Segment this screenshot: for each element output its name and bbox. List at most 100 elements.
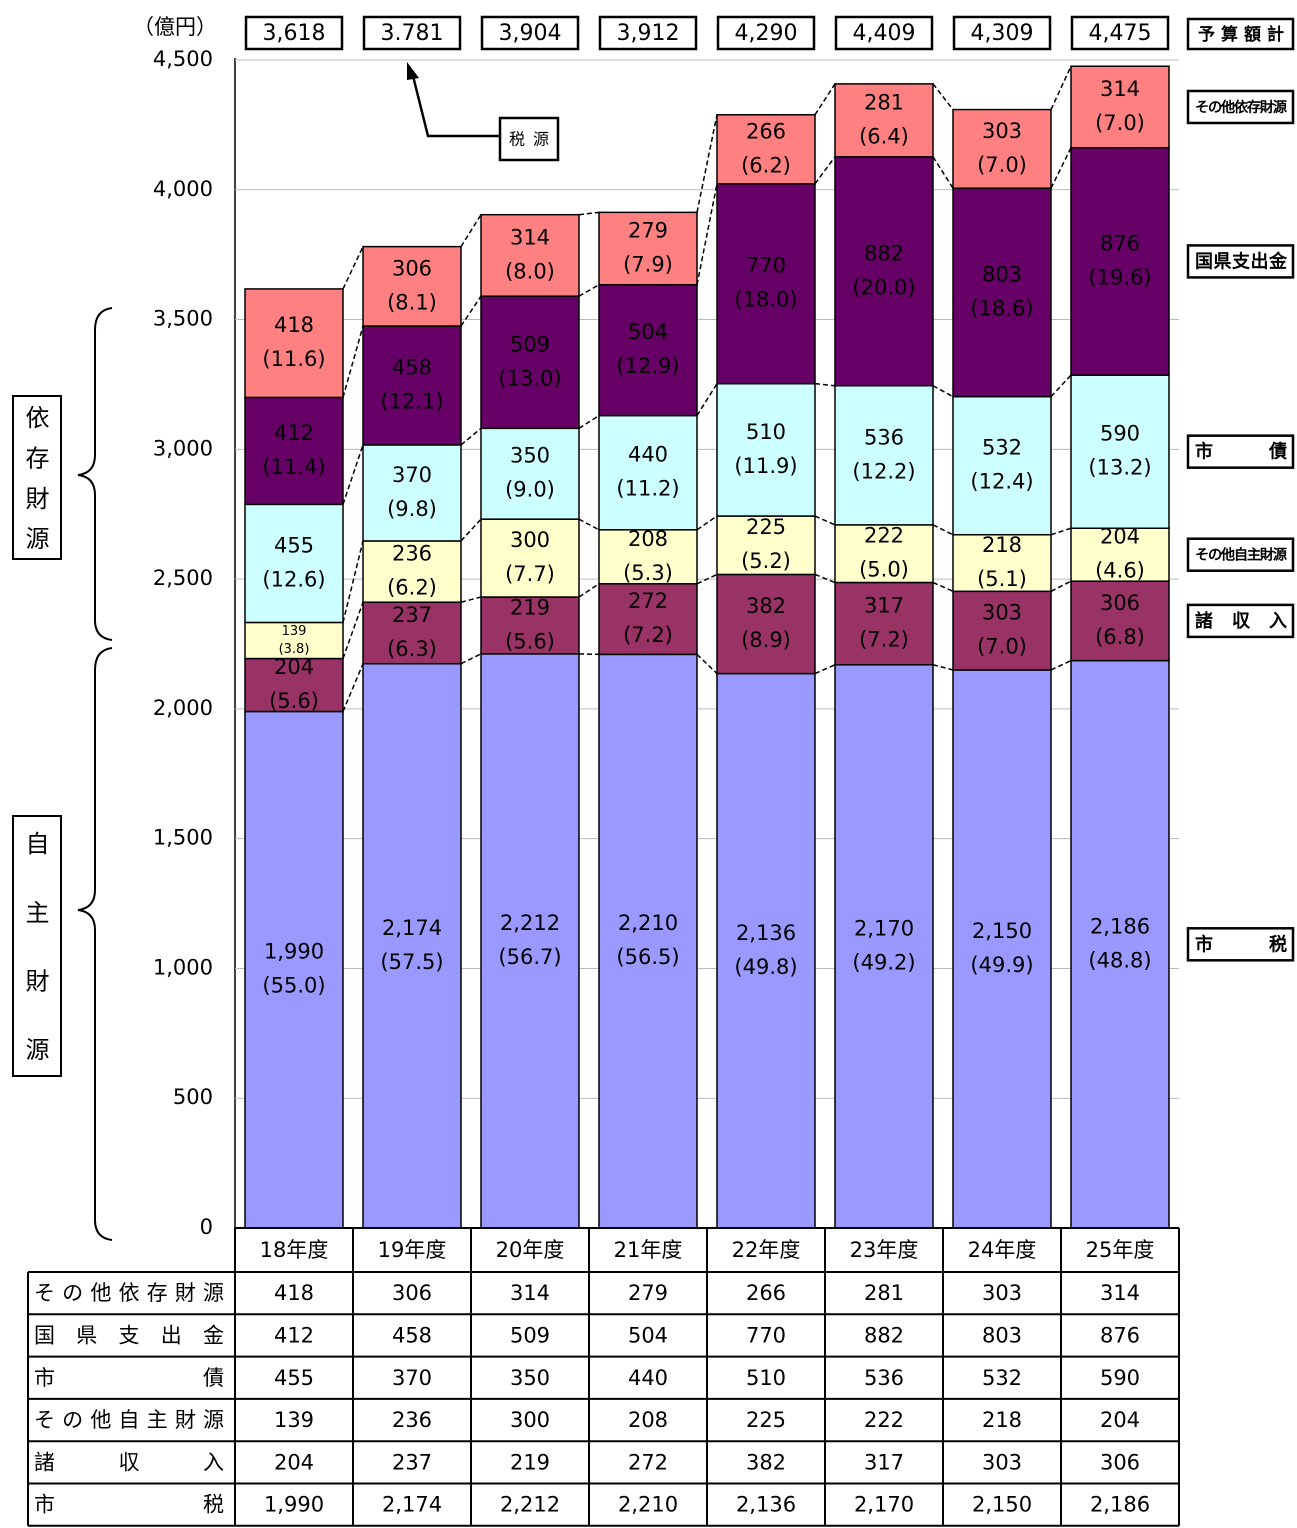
table-cell: 279 <box>628 1281 668 1305</box>
y-tick-label: 1,000 <box>153 955 213 979</box>
bar-segment <box>834 524 934 584</box>
connector <box>1050 580 1072 592</box>
bar-segment <box>598 284 698 417</box>
total-box <box>952 15 1052 51</box>
value-label: 139 <box>282 624 307 639</box>
table-cell: 314 <box>1100 1281 1140 1305</box>
table-cell: 350 <box>510 1366 550 1390</box>
share-label: (7.0) <box>977 153 1027 177</box>
value-label: 1,990 <box>264 940 324 964</box>
value-label: 2,170 <box>854 916 914 940</box>
connector <box>460 518 482 542</box>
bar-segment <box>244 621 344 660</box>
connector <box>460 214 482 248</box>
share-label: (8.1) <box>387 290 437 314</box>
share-label: (12.2) <box>852 459 915 483</box>
table-cell: 303 <box>982 1450 1022 1474</box>
x-tick-label: 22年度 <box>732 1238 801 1262</box>
connector <box>814 573 836 584</box>
bar-segment <box>480 596 580 655</box>
share-label: (20.0) <box>852 275 915 299</box>
bar-segment <box>480 518 580 598</box>
x-tick-label: 20年度 <box>496 1238 565 1262</box>
table-cell: 222 <box>864 1408 904 1432</box>
connector <box>814 382 836 387</box>
value-label: 418 <box>274 313 314 337</box>
share-label: (5.0) <box>859 558 909 582</box>
table-cell: 204 <box>274 1450 314 1474</box>
table-cell: 536 <box>864 1366 904 1390</box>
share-label: (5.6) <box>269 689 319 713</box>
value-label: 382 <box>746 594 786 618</box>
table-cell: 236 <box>392 1408 432 1432</box>
connector <box>578 653 600 656</box>
share-label: (6.8) <box>1095 625 1145 649</box>
legend-box <box>1186 434 1295 469</box>
total-box <box>1070 15 1170 51</box>
table-cell: 2,212 <box>500 1493 560 1517</box>
bar-segment <box>244 710 344 1229</box>
group-label: 自主財源 <box>12 815 62 1077</box>
table-cell: 1,990 <box>264 1493 324 1517</box>
table-cell: 370 <box>392 1366 432 1390</box>
share-label: (12.6) <box>262 567 325 591</box>
bar-segment <box>952 108 1052 189</box>
value-label: 222 <box>864 524 904 548</box>
table-cell: 882 <box>864 1323 904 1347</box>
total-label: 3,904 <box>499 21 562 46</box>
table-cell: 208 <box>628 1408 668 1432</box>
row-label: 諸収入 <box>34 1450 224 1474</box>
bar-segment <box>480 213 580 297</box>
bar-segment <box>716 183 816 385</box>
value-label: 440 <box>628 443 668 467</box>
x-tick-label: 21年度 <box>614 1238 683 1262</box>
connector <box>578 284 600 297</box>
table-cell: 303 <box>982 1281 1022 1305</box>
table-cell: 418 <box>274 1281 314 1305</box>
y-tick-label: 4,500 <box>153 47 213 71</box>
value-label: 350 <box>510 444 550 468</box>
share-label: (12.9) <box>616 354 679 378</box>
share-label: (49.2) <box>852 950 915 974</box>
bar-segment <box>362 444 462 542</box>
brace <box>77 307 113 641</box>
value-label: 237 <box>392 603 432 627</box>
bar-segment <box>952 669 1052 1229</box>
connector <box>696 515 718 531</box>
share-label: (13.0) <box>498 366 561 390</box>
total-label: 3,618 <box>263 21 326 46</box>
share-label: (6.4) <box>859 124 909 148</box>
connector <box>342 444 364 505</box>
table-cell: 803 <box>982 1323 1022 1347</box>
bar-segment <box>834 384 934 526</box>
value-label: 882 <box>864 241 904 265</box>
table-cell: 225 <box>746 1408 786 1432</box>
total-legend-box <box>1186 17 1295 51</box>
row-label: 国県支出金 <box>34 1323 224 1347</box>
y-tick-label: 500 <box>173 1085 213 1109</box>
value-label: 2,186 <box>1090 914 1150 938</box>
table-cell: 770 <box>746 1323 786 1347</box>
value-label: 303 <box>982 119 1022 143</box>
value-label: 536 <box>864 425 904 449</box>
bar-segment <box>1070 659 1170 1229</box>
value-label: 510 <box>746 420 786 444</box>
table-cell: 204 <box>1100 1408 1140 1432</box>
total-box <box>834 15 934 51</box>
y-tick-label: 4,000 <box>153 177 213 201</box>
table-cell: 139 <box>274 1408 314 1432</box>
share-label: (57.5) <box>380 950 443 974</box>
value-label: 509 <box>510 332 550 356</box>
share-label: (13.2) <box>1088 456 1151 480</box>
share-label: (48.8) <box>1088 948 1151 972</box>
connector <box>814 664 836 675</box>
x-tick-label: 23年度 <box>850 1238 919 1262</box>
bar-segment <box>1070 580 1170 662</box>
bar-segment <box>598 653 698 1229</box>
connector <box>578 211 600 216</box>
total-box <box>598 15 698 51</box>
y-tick-label: 3,500 <box>153 307 213 331</box>
connector <box>814 83 836 116</box>
total-label: 3.781 <box>381 21 444 46</box>
